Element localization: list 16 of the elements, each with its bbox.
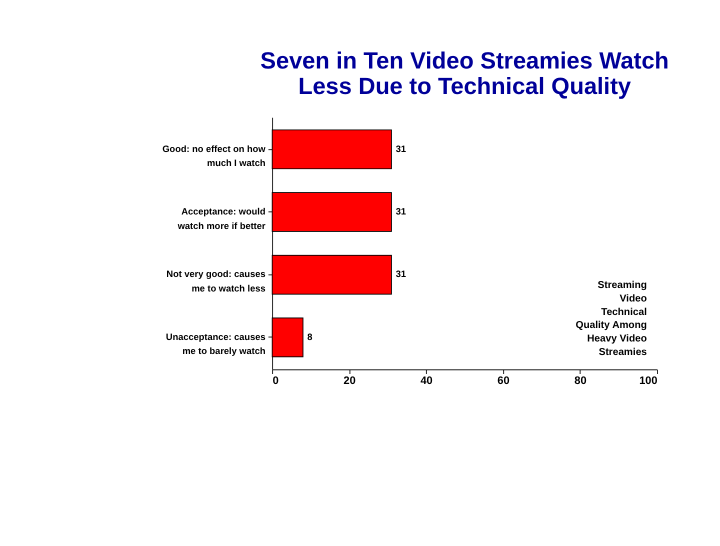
x-tick-label: 0 [272, 375, 279, 388]
data-label: 31 [396, 269, 406, 280]
x-tick-label: 80 [574, 375, 587, 388]
chart-title: Seven in Ten Video Streamies Watch Less Due to Technical Quality [260, 48, 669, 99]
x-tick-label: 20 [344, 375, 356, 388]
data-label: 31 [396, 206, 406, 217]
annotation: Streaming Video Technical Quality Among Heavy Video Streamies [576, 280, 648, 358]
data-label: 8 [307, 332, 312, 342]
x-tick-label: 100 [639, 375, 658, 388]
y-tick-label: Good: no effect on how much I watch [162, 144, 266, 168]
y-tick-label: Acceptance: would watch more if better [176, 206, 266, 231]
x-tick-label: 40 [420, 375, 433, 388]
x-tick-label: 60 [497, 375, 510, 388]
data-label: 31 [396, 144, 406, 154]
y-tick-label: Unacceptance: causes me to barely watch [166, 332, 266, 356]
y-tick-label: Not very good: causes me to watch less [166, 269, 266, 294]
